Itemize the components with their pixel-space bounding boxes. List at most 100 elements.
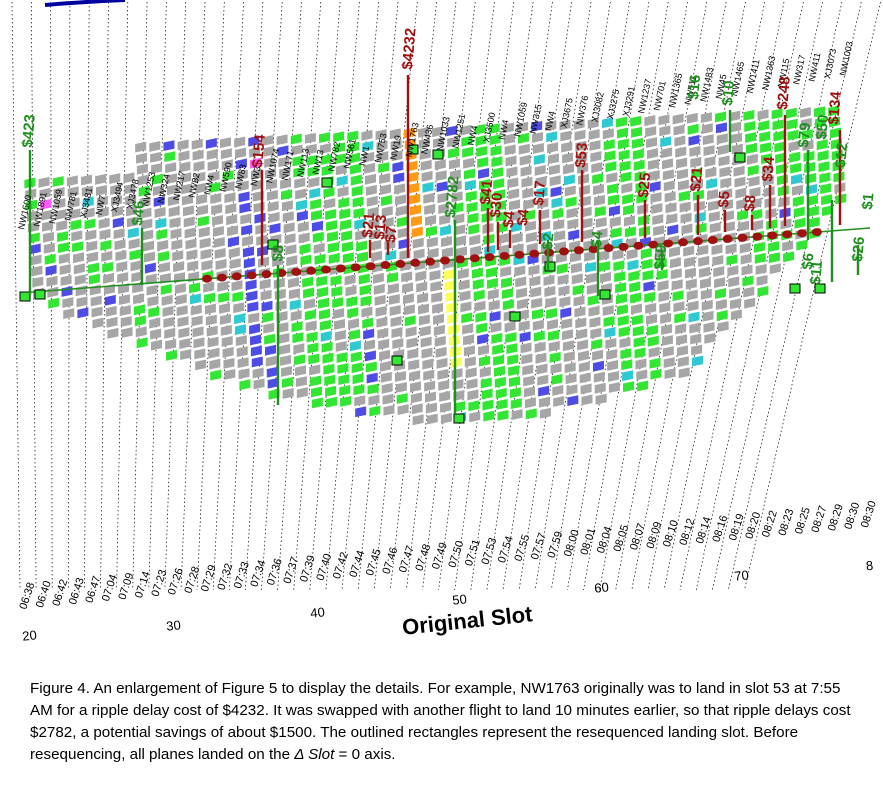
slot-cell (518, 143, 530, 155)
resequenced-slot (734, 152, 746, 163)
savings-label: $50 (813, 114, 832, 140)
slot-cell (208, 171, 220, 182)
slot-cell (249, 334, 261, 346)
slot-cell (474, 124, 486, 135)
delay-cost-label: $13 (371, 214, 390, 240)
slot-cell (81, 185, 93, 197)
slot-cell (746, 153, 758, 165)
ripple-marker (321, 265, 331, 274)
slot-cell (673, 301, 685, 313)
slot-cell (324, 198, 336, 209)
slot-cell (690, 156, 702, 168)
slot-cell (299, 243, 311, 255)
slot-cell (291, 144, 303, 156)
slot-cell (404, 315, 416, 327)
slot-cell (704, 332, 716, 344)
slot-cell (396, 216, 408, 228)
slot-cell (553, 219, 565, 231)
slot-cell (124, 183, 136, 195)
slot-cell (176, 305, 188, 317)
slot-cell (532, 143, 544, 154)
slot-cell (785, 107, 797, 119)
slot-cell (560, 307, 572, 319)
slot-cell (649, 357, 661, 369)
slot-cell (424, 203, 436, 215)
slot-cell (382, 217, 394, 229)
ripple-marker (202, 274, 212, 283)
slot-cell (319, 319, 331, 331)
savings-label: $423 (19, 114, 39, 149)
slot-cell (32, 276, 44, 288)
slot-cell (266, 190, 278, 201)
slot-cell (437, 368, 449, 380)
slot-cell (405, 326, 417, 338)
slot-cell (488, 299, 500, 311)
x-tick-label: 60 (594, 579, 610, 595)
slot-cell (429, 269, 441, 281)
slot-cell (599, 261, 611, 272)
slot-cell (435, 346, 447, 358)
slot-cell (587, 118, 599, 129)
slot-cell (615, 293, 627, 305)
slot-cell (150, 151, 162, 163)
slot-cell (520, 165, 532, 177)
x-tick-labels: 20 30 40 50 60 70 8 (22, 558, 874, 644)
slot-cell (382, 393, 394, 405)
slot-cell (117, 272, 129, 283)
slot-cell (566, 384, 578, 396)
slot-cell (447, 136, 459, 148)
slot-cell (338, 374, 350, 385)
slot-cell (820, 183, 832, 195)
slot-cell (264, 333, 276, 345)
slot-cell (478, 167, 490, 179)
slot-cell (495, 211, 507, 223)
slot-cell (493, 354, 505, 366)
slot-cell (376, 316, 388, 328)
slot-cell (280, 178, 292, 190)
slot-cell (745, 143, 757, 154)
slot-cell (387, 272, 399, 283)
slot-cell (177, 316, 189, 328)
slot-cell (221, 159, 233, 171)
ripple-marker (469, 254, 480, 263)
slot-cell (631, 126, 643, 138)
slot-cell (574, 306, 586, 318)
slot-cell (160, 283, 172, 295)
slot-cell (42, 231, 54, 243)
slot-cell (178, 150, 190, 162)
slot-cell (640, 247, 652, 259)
slot-cell (623, 381, 635, 393)
delay-cost-label: $25 (635, 172, 654, 198)
slot-cell (136, 337, 148, 349)
slot-cell (30, 254, 42, 266)
slot-cell (395, 382, 407, 393)
slot-cell (517, 132, 529, 144)
slot-cell (234, 324, 246, 336)
slot-cell (773, 130, 785, 142)
slot-cell (395, 205, 407, 217)
slot-cell (166, 173, 178, 185)
slot-cell (649, 181, 661, 192)
guide-line (550, 1, 650, 591)
slot-cell (570, 251, 582, 263)
slot-cell (469, 234, 481, 246)
flight-label: NW3 (249, 165, 263, 187)
slot-cell (828, 105, 840, 117)
slot-cell (590, 327, 602, 339)
slot-cell (704, 156, 716, 167)
slot-cell (621, 359, 633, 371)
slot-cell (410, 204, 422, 216)
slot-cell (321, 165, 333, 176)
slot-cell (510, 221, 522, 233)
flight-label: NW7 (94, 194, 108, 216)
slot-cell (363, 151, 375, 163)
slot-cell (265, 344, 277, 356)
slot-cell (278, 156, 290, 168)
slot-cell (493, 178, 505, 190)
slot-cell (379, 360, 391, 372)
slot-cell (702, 310, 714, 322)
slot-cell (168, 206, 180, 218)
slot-cell (224, 368, 236, 380)
slot-cell (413, 248, 425, 260)
slot-cell (310, 375, 322, 387)
